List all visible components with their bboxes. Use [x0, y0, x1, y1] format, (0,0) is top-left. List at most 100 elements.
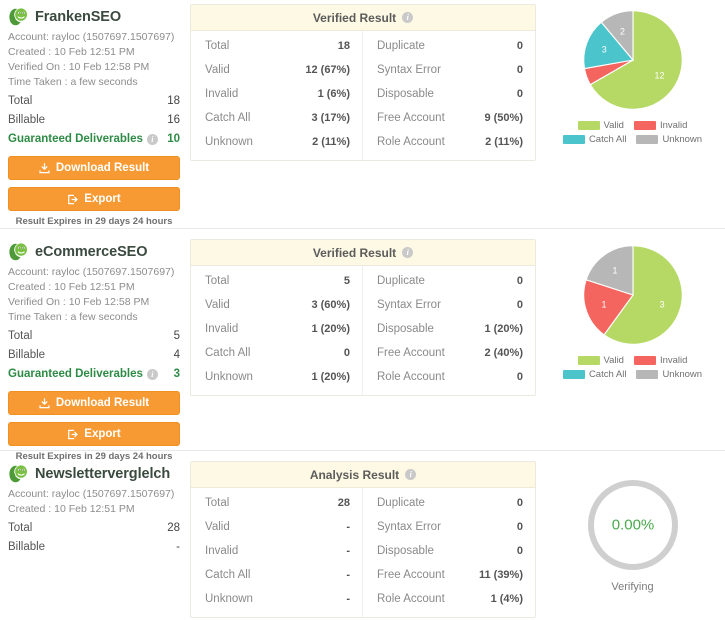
row-value: 0 — [516, 497, 523, 509]
row-value: 0 — [516, 299, 523, 311]
row-value: 2 (11%) — [485, 136, 523, 148]
job-title: FrankenSEO — [35, 9, 122, 25]
result-card-title: Verified Result — [312, 245, 397, 260]
result-column-left: Total 18 Valid 12 (67%) Invalid 1 (6%) Catc… — [191, 31, 363, 160]
pie-slice-value: 1 — [601, 299, 606, 309]
chart-legend: Valid Invalid Catch All Unknown — [545, 120, 720, 145]
export-button[interactable]: Export — [8, 187, 180, 211]
result-column-left: Total 28 Valid - Invalid - Catch All - Unkno… — [191, 488, 363, 617]
stat-billable-label: Billable — [8, 541, 46, 553]
legend-item-valid: Valid — [577, 355, 624, 366]
table-row: Valid - — [191, 515, 362, 539]
job-header: eCommerceSEO — [8, 239, 180, 265]
table-row: Invalid 1 (6%) — [191, 82, 362, 106]
result-panel: Verified Result i Total 18 Valid 12 (67%) … — [190, 0, 540, 161]
legend-item-invalid: Invalid — [633, 120, 688, 131]
stat-total-value: 18 — [167, 95, 180, 107]
table-row: Unknown 1 (20%) — [191, 365, 362, 389]
legend-item-unknown: Unknown — [636, 134, 702, 145]
row-value: 0 — [516, 521, 523, 533]
pie-slice-value: 1 — [612, 265, 617, 275]
legend-label: Unknown — [662, 369, 703, 380]
job-section-newsletterverglelch: Newsletterverglelch Account: rayloc (150… — [0, 450, 725, 620]
row-label: Duplicate — [377, 275, 425, 287]
table-row: Role Account 0 — [363, 365, 535, 389]
table-row: Duplicate 0 — [363, 34, 535, 58]
table-row: Catch All 0 — [191, 341, 362, 365]
table-row: Invalid 1 (20%) — [191, 317, 362, 341]
result-expiry-note: Result Expires in 29 days 24 hours — [15, 451, 173, 462]
legend-item-catch-all: Catch All — [562, 134, 627, 145]
result-column-right: Duplicate 0 Syntax Error 0 Disposable 0 Fre… — [363, 488, 535, 617]
export-button[interactable]: Export — [8, 422, 180, 446]
pie-slice-invalid — [582, 279, 634, 336]
download-icon — [39, 162, 50, 173]
job-time-taken: Time Taken : a few seconds — [8, 311, 138, 323]
row-label: Total — [205, 497, 230, 509]
stat-guaranteed-value: 3 — [173, 368, 180, 380]
table-row: Invalid - — [191, 539, 362, 563]
result-panel: Analysis Result i Total 28 Valid - Invalid… — [190, 457, 540, 618]
download-result-button[interactable]: Download Result — [8, 156, 180, 180]
row-label: Syntax Error — [377, 521, 441, 533]
legend-label: Unknown — [662, 134, 703, 145]
legend-swatch-invalid — [633, 121, 656, 130]
result-card-title: Analysis Result — [309, 467, 400, 482]
result-card-title: Verified Result — [312, 10, 397, 25]
table-row: Disposable 1 (20%) — [363, 317, 535, 341]
table-row: Free Account 11 (39%) — [363, 563, 535, 587]
table-row: Valid 3 (60%) — [191, 293, 362, 317]
chart-panel: 12 3 2 Valid Invalid Catch All Unknown — [540, 0, 725, 145]
job-verified-on: Verified On : 10 Feb 12:58 PM — [8, 296, 150, 308]
table-row: Total 5 — [191, 269, 362, 293]
stat-total: Total 5 — [8, 327, 180, 346]
legend-swatch-catch-all — [562, 135, 585, 144]
info-icon[interactable]: i — [146, 369, 158, 380]
stat-total: Total 28 — [8, 519, 180, 538]
result-card-body: Total 28 Valid - Invalid - Catch All - Unkno… — [191, 488, 535, 617]
pie-slice-unknown — [584, 245, 634, 296]
stat-guaranteed-deliverables: Guaranteed Deliverables i 3 — [8, 365, 180, 384]
row-label: Disposable — [377, 545, 434, 557]
info-icon[interactable]: i — [402, 247, 414, 258]
job-header: FrankenSEO — [8, 4, 180, 30]
stat-billable-label: Billable — [8, 114, 46, 126]
row-value: 12 (67%) — [305, 64, 350, 76]
download-result-button[interactable]: Download Result — [8, 391, 180, 415]
legend-swatch-valid — [577, 356, 600, 365]
row-value: 1 (20%) — [311, 371, 350, 383]
job-summary: Newsletterverglelch Account: rayloc (150… — [0, 457, 190, 557]
row-label: Unknown — [205, 136, 253, 148]
pie-slice-value: 3 — [601, 45, 606, 55]
row-value: 5 — [343, 275, 350, 287]
info-icon[interactable]: i — [402, 12, 414, 23]
legend-label: Catch All — [588, 369, 627, 380]
stat-total: Total 18 — [8, 92, 180, 111]
row-label: Total — [205, 40, 230, 52]
stat-total-label: Total — [8, 330, 33, 342]
row-value: 0 — [516, 545, 523, 557]
row-label: Invalid — [205, 88, 239, 100]
job-account: Account: rayloc (1507697.1507697) — [8, 266, 175, 278]
job-title: eCommerceSEO — [35, 244, 148, 260]
row-value: - — [346, 569, 350, 581]
table-row: Catch All - — [191, 563, 362, 587]
row-value: 11 (39%) — [478, 569, 523, 581]
row-value: 0 — [516, 275, 523, 287]
result-card: Verified Result i Total 5 Valid 3 (60%) In… — [190, 239, 536, 396]
row-label: Total — [205, 275, 230, 287]
job-title: Newsletterverglelch — [35, 466, 171, 482]
legend-label: Invalid — [659, 120, 688, 131]
info-icon[interactable]: i — [405, 469, 417, 480]
info-icon[interactable]: i — [146, 134, 158, 145]
result-card-header: Analysis Result i — [191, 462, 535, 488]
download-result-label: Download Result — [55, 162, 150, 174]
row-label: Unknown — [205, 371, 253, 383]
row-value: 0 — [516, 88, 523, 100]
row-label: Role Account — [377, 136, 445, 148]
job-time-taken: Time Taken : a few seconds — [8, 76, 138, 88]
mailchimp-freddie-logo — [9, 242, 28, 261]
row-value: 0 — [516, 40, 523, 52]
legend-label: Catch All — [588, 134, 627, 145]
legend-item-valid: Valid — [577, 120, 624, 131]
